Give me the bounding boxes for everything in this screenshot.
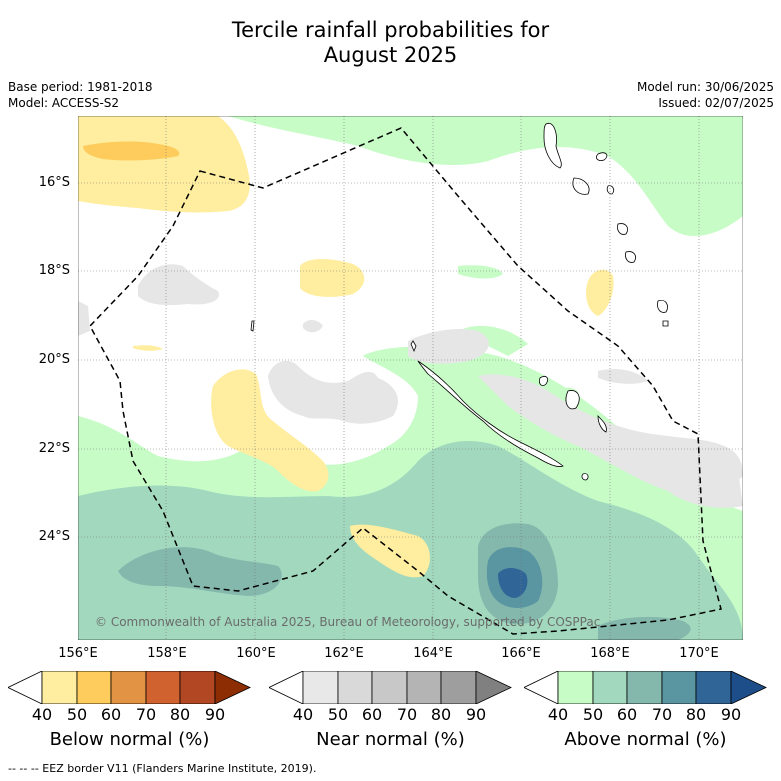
- title-line-2: August 2025: [323, 43, 458, 67]
- probability-map: © Commonwealth of Australia 2025, Bureau…: [78, 116, 743, 640]
- lon-label-166e: 166°E: [501, 646, 541, 661]
- aneityum-island: [662, 320, 669, 327]
- below-colorbar-bin-2: [76, 671, 112, 704]
- above-colorbar-title: Above normal (%): [564, 729, 727, 750]
- near-normal-areas: [78, 264, 743, 508]
- near-colorbar-bin-4: [406, 671, 442, 704]
- above-colorbar-bin-4: [661, 671, 697, 704]
- above-colorbar-high-arrow: [730, 671, 767, 704]
- above-tick-50: 50: [582, 705, 604, 724]
- espiritu-santo-island: [543, 122, 562, 169]
- erromango-island: [625, 251, 636, 263]
- belep-island: [410, 340, 417, 353]
- lat-label-24s: 24°S: [38, 529, 70, 544]
- above-colorbar-bin-1: [557, 671, 594, 704]
- near-tick-60: 60: [361, 705, 383, 724]
- lon-label-164e: 164°E: [413, 646, 453, 661]
- model-info: Base period: 1981-2018 Model: ACCESS-S2: [8, 79, 153, 111]
- above-tick-80: 80: [685, 705, 707, 724]
- lon-label-162e: 162°E: [324, 646, 364, 661]
- near-normal-colorbar: [269, 671, 512, 704]
- lon-label-170e: 170°E: [679, 646, 719, 661]
- mare-island: [597, 415, 607, 433]
- lat-label-16s: 16°S: [38, 175, 70, 190]
- lat-label-18s: 18°S: [38, 263, 70, 278]
- malekula-island: [572, 177, 590, 195]
- above-colorbar-bin-2: [592, 671, 628, 704]
- efate-island: [617, 223, 628, 235]
- above-colorbar-bin-5: [695, 671, 732, 704]
- below-tick-50: 50: [66, 705, 88, 724]
- above-colorbar-bin-3: [626, 671, 663, 704]
- below-normal-areas: [78, 116, 614, 578]
- model-name: Model: ACCESS-S2: [8, 96, 120, 110]
- below-tick-90: 90: [204, 705, 226, 724]
- lon-label-156e: 156°E: [58, 646, 98, 661]
- below-tick-60: 60: [100, 705, 122, 724]
- lon-label-168e: 168°E: [590, 646, 630, 661]
- isle-of-pines-island: [581, 473, 589, 481]
- issued-date: Issued: 02/07/2025: [658, 96, 774, 110]
- near-colorbar-bin-2: [337, 671, 373, 704]
- chesterfield-reef: [250, 320, 255, 332]
- new-caledonia-island: [417, 360, 564, 467]
- near-tick-40: 40: [292, 705, 314, 724]
- near-colorbar-high-arrow: [475, 671, 512, 704]
- copyright-notice: © Commonwealth of Australia 2025, Bureau…: [95, 615, 600, 629]
- near-tick-70: 70: [396, 705, 418, 724]
- below-colorbar-low-arrow: [8, 671, 43, 704]
- ambrym-island: [606, 185, 615, 195]
- below-tick-80: 80: [169, 705, 191, 724]
- near-colorbar-bin-1: [302, 671, 339, 704]
- near-colorbar-bin-3: [371, 671, 408, 704]
- near-colorbar-bin-5: [440, 671, 477, 704]
- below-colorbar-title: Below normal (%): [49, 729, 210, 750]
- below-tick-40: 40: [31, 705, 53, 724]
- near-tick-50: 50: [327, 705, 349, 724]
- above-normal-colorbar: [524, 671, 767, 704]
- lifou-island: [565, 390, 580, 410]
- above-tick-60: 60: [616, 705, 638, 724]
- below-colorbar-bin-5: [179, 671, 216, 704]
- eez-border: [89, 127, 722, 635]
- base-period: Base period: 1981-2018: [8, 80, 153, 94]
- above-normal-80-areas: [498, 568, 528, 598]
- above-tick-40: 40: [547, 705, 569, 724]
- model-run: Model run: 30/06/2025: [636, 80, 774, 94]
- below-colorbar-bin-4: [145, 671, 181, 704]
- land-islands: [250, 122, 669, 481]
- lon-label-160e: 160°E: [236, 646, 276, 661]
- chart-title: Tercile rainfall probabilities for Augus…: [0, 18, 781, 68]
- near-colorbar-low-arrow: [269, 671, 304, 704]
- near-tick-80: 80: [430, 705, 452, 724]
- below-tick-70: 70: [135, 705, 157, 724]
- below-colorbar-high-arrow: [214, 671, 251, 704]
- lat-label-20s: 20°S: [38, 352, 70, 367]
- above-tick-70: 70: [651, 705, 673, 724]
- above-colorbar-low-arrow: [524, 671, 559, 704]
- run-info: Model run: 30/06/2025 Issued: 02/07/2025: [637, 79, 774, 111]
- lat-label-22s: 22°S: [38, 441, 70, 456]
- near-colorbar-title: Near normal (%): [316, 729, 465, 750]
- near-tick-90: 90: [465, 705, 487, 724]
- below-colorbar-bin-3: [110, 671, 147, 704]
- title-line-1: Tercile rainfall probabilities for: [231, 18, 550, 42]
- lon-label-158e: 158°E: [147, 646, 187, 661]
- eez-border-legend: -- -- -- EEZ border V11 (Flanders Marine…: [8, 762, 317, 775]
- tanna-island: [657, 299, 668, 313]
- graticule: [78, 116, 743, 640]
- ouvea-island: [539, 376, 548, 386]
- below-normal-60-areas: [83, 141, 180, 161]
- above-tick-90: 90: [720, 705, 742, 724]
- below-normal-colorbar: [8, 671, 251, 704]
- ambae-island: [596, 152, 608, 161]
- below-colorbar-bin-1: [41, 671, 78, 704]
